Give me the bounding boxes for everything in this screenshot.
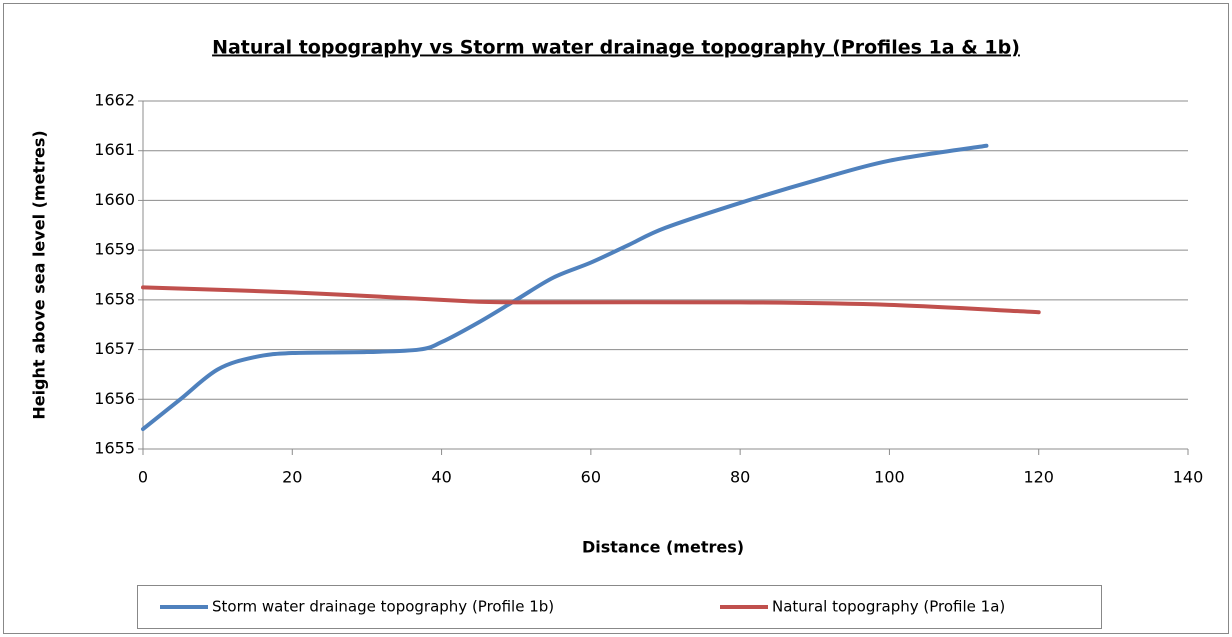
x-tick-label: 120 — [1023, 468, 1054, 487]
x-tick-label: 60 — [581, 468, 601, 487]
legend-box — [137, 585, 1102, 629]
x-tick-label: 40 — [431, 468, 451, 487]
y-tick-label: 1655 — [94, 439, 135, 458]
y-tick-label: 1661 — [94, 140, 135, 159]
y-tick-label: 1662 — [94, 91, 135, 110]
y-tick-label: 1658 — [94, 289, 135, 308]
y-tick-label: 1659 — [94, 240, 135, 259]
y-tick-label: 1656 — [94, 389, 135, 408]
y-tick-label: 1660 — [94, 190, 135, 209]
series-line — [141, 285, 1041, 315]
x-tick-label: 20 — [282, 468, 302, 487]
chart-title: Natural topography vs Storm water draina… — [212, 37, 1020, 59]
y-axis-title: Height above sea level (metres) — [30, 130, 49, 419]
legend-label: Storm water drainage topography (Profile… — [212, 598, 554, 616]
x-tick-label: 140 — [1173, 468, 1204, 487]
x-tick-label: 0 — [138, 468, 148, 487]
x-axis-title: Distance (metres) — [582, 538, 744, 557]
series-line — [141, 143, 989, 432]
legend-label: Natural topography (Profile 1a) — [772, 598, 1005, 616]
y-tick-label: 1657 — [94, 339, 135, 358]
x-tick-label: 80 — [730, 468, 750, 487]
x-tick-label: 100 — [874, 468, 905, 487]
chart-border — [3, 3, 1229, 634]
